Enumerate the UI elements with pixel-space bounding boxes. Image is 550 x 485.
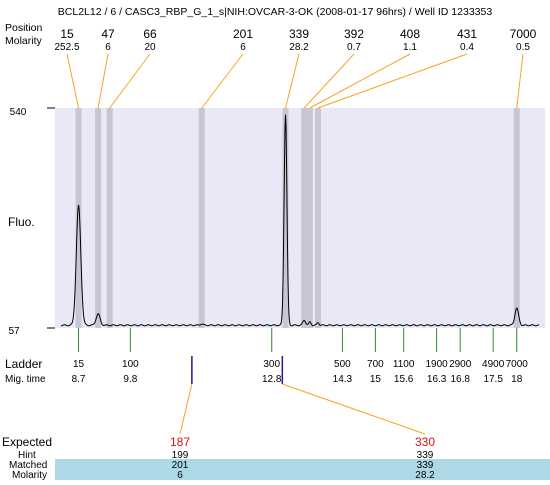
ladder-size-label: 7000 — [506, 359, 529, 370]
hint-label: Hint — [18, 450, 36, 461]
ladder-time-label: 15.6 — [394, 374, 414, 385]
peak-size-label: 201 — [233, 27, 253, 41]
peak-leader-line — [285, 53, 300, 109]
peak-leader-line — [317, 53, 468, 109]
ladder-time-label: 16.3 — [427, 374, 447, 385]
peak-leader-line — [309, 53, 411, 109]
ladder-time-label: 9.8 — [123, 374, 137, 385]
peak-size-label: 47 — [101, 27, 115, 41]
peak-band — [315, 108, 322, 328]
peak-molarity-label: 1.1 — [403, 42, 417, 53]
expected-leader-line — [282, 383, 426, 435]
ladder-time-label: 14.3 — [333, 374, 353, 385]
peak-molarity-label: 6 — [240, 42, 246, 53]
ladder-time-label: 12.8 — [262, 374, 282, 385]
header-size-label: Position — [5, 22, 43, 34]
ladder-time-label: 17.5 — [483, 374, 503, 385]
header-molarity-label: Molarity — [5, 35, 43, 47]
peak-band — [198, 108, 205, 328]
y-tick-max: 540 — [10, 107, 27, 118]
peak-size-label: 15 — [60, 27, 74, 41]
y-axis-label: Fluo. — [8, 215, 35, 229]
matched-molarity-value: 6 — [177, 470, 183, 480]
peak-molarity-label: 28.2 — [289, 42, 309, 53]
ladder-label: Ladder — [5, 357, 42, 371]
hint-value: 199 — [172, 450, 189, 461]
peak-band — [75, 108, 82, 328]
ladder-time-label: 18 — [511, 374, 523, 385]
peak-band — [95, 108, 102, 328]
ladder-time-label: 16.8 — [450, 374, 470, 385]
expected-size-value: 330 — [415, 435, 435, 449]
expected-size-value: 187 — [170, 435, 190, 449]
peak-molarity-label: 252.5 — [54, 42, 79, 53]
peak-molarity-label: 0.7 — [347, 42, 361, 53]
peak-molarity-label: 20 — [144, 42, 156, 53]
plot-area — [55, 108, 545, 328]
peak-leader-line — [66, 53, 80, 109]
peak-molarity-label: 0.5 — [516, 42, 530, 53]
ladder-size-label: 500 — [334, 359, 351, 370]
ladder-size-label: 300 — [263, 359, 280, 370]
peak-band — [106, 108, 113, 328]
peak-molarity-label: 6 — [105, 42, 111, 53]
matched-molarity-value: 28.2 — [415, 470, 435, 480]
mig-time-label: Mig. time — [5, 374, 46, 385]
peak-band — [513, 108, 520, 328]
molarity-row-label: Molarity — [12, 470, 47, 480]
ladder-size-label: 2900 — [449, 359, 472, 370]
peak-size-label: 408 — [400, 27, 420, 41]
peak-band — [301, 108, 308, 328]
ladder-time-label: 15 — [370, 374, 382, 385]
fluorescence-trace — [61, 114, 540, 327]
matched-label: Matched — [9, 460, 47, 471]
matched-value: 339 — [417, 460, 434, 471]
peak-size-label: 7000 — [510, 27, 537, 41]
peak-leader-line — [109, 53, 151, 109]
ladder-size-label: 15 — [73, 359, 85, 370]
peak-leader-line — [97, 53, 109, 109]
matched-value: 201 — [172, 460, 189, 471]
matched-row-background — [55, 459, 550, 480]
peak-band — [282, 108, 289, 328]
expected-leader-line — [179, 383, 193, 435]
ladder-size-label: 4900 — [482, 359, 505, 370]
peak-leader-line — [303, 53, 355, 109]
peak-size-label: 392 — [344, 27, 364, 41]
expected-label: Expected — [2, 435, 52, 449]
peak-molarity-label: 0.4 — [460, 42, 474, 53]
y-tick-min: 57 — [8, 326, 20, 337]
peak-leader-line — [516, 53, 524, 109]
peak-size-label: 431 — [457, 27, 477, 41]
ladder-size-label: 700 — [367, 359, 384, 370]
ladder-size-label: 1100 — [393, 359, 415, 370]
peak-size-label: 66 — [143, 27, 157, 41]
peak-band — [306, 108, 313, 328]
hint-value: 339 — [417, 450, 434, 461]
chart-title: BCL2L12 / 6 / CASC3_RBP_G_1_s|NIH:OVCAR-… — [58, 6, 493, 18]
ladder-size-label: 100 — [122, 359, 139, 370]
ladder-size-label: 1900 — [426, 359, 449, 370]
peak-leader-line — [201, 53, 244, 109]
peak-size-label: 339 — [289, 27, 309, 41]
ladder-time-label: 8.7 — [72, 374, 86, 385]
